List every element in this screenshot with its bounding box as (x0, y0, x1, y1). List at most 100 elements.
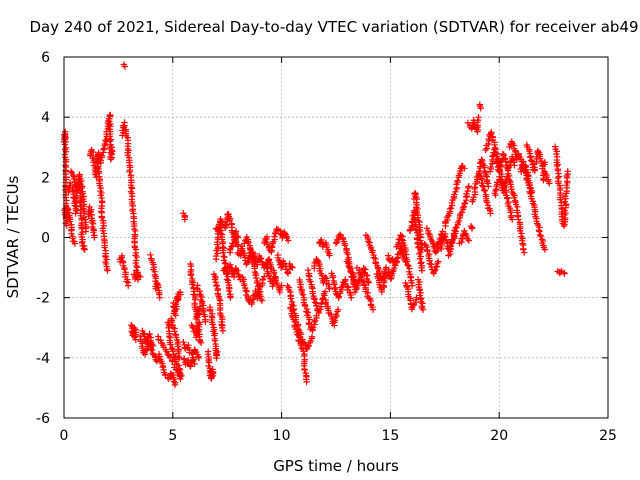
data-point (335, 293, 343, 300)
data-point (482, 146, 489, 154)
data-point (178, 372, 185, 380)
data-point (510, 194, 518, 202)
data-point (479, 182, 486, 189)
y-tick-label: -4 (36, 351, 50, 367)
data-point (404, 261, 411, 269)
data-point (448, 240, 455, 247)
data-point (108, 144, 116, 151)
data-point (452, 188, 459, 195)
data-point (292, 325, 300, 333)
data-point (346, 264, 353, 271)
data-point (91, 234, 98, 241)
data-point (426, 260, 434, 267)
data-point (257, 255, 264, 263)
data-point (170, 378, 178, 385)
data-point (301, 366, 308, 374)
y-tick-label: 2 (41, 170, 50, 186)
x-tick-label: 5 (168, 428, 177, 444)
x-tick-label: 0 (60, 428, 69, 444)
data-point (435, 258, 442, 265)
data-point (415, 226, 423, 233)
data-point (101, 244, 108, 251)
data-point (561, 270, 568, 277)
data-point (74, 181, 81, 189)
data-point (197, 296, 205, 304)
data-point (76, 172, 83, 180)
data-point (250, 253, 258, 261)
data-point (329, 274, 337, 281)
data-point (265, 272, 273, 279)
data-point (393, 255, 401, 262)
data-point (536, 228, 543, 235)
data-point (217, 218, 225, 225)
data-point (204, 351, 212, 358)
data-point (191, 360, 198, 368)
data-point (496, 173, 503, 181)
data-point (176, 354, 183, 362)
data-point (307, 278, 314, 285)
data-point (263, 235, 270, 243)
data-point (213, 282, 220, 290)
data-point (303, 308, 310, 315)
plot-frame (63, 56, 609, 419)
data-point (546, 180, 553, 187)
x-tick-label: 15 (381, 428, 399, 444)
data-point (189, 323, 196, 331)
data-point (446, 205, 454, 213)
data-point (432, 248, 440, 256)
data-point (487, 210, 494, 217)
data-point (352, 286, 360, 293)
data-point (214, 238, 221, 246)
data-point (202, 318, 209, 325)
data-point (321, 274, 329, 281)
data-point (411, 189, 419, 197)
data-point (418, 267, 426, 274)
data-point (448, 199, 455, 207)
data-point (362, 266, 369, 273)
data-point (364, 289, 372, 297)
data-point (403, 282, 410, 289)
data-point (297, 341, 304, 349)
data-point (168, 344, 176, 352)
data-point (274, 281, 281, 289)
data-point (310, 295, 317, 302)
data-point (369, 306, 377, 313)
data-point (234, 267, 241, 275)
data-point (222, 221, 230, 228)
data-point (104, 267, 111, 274)
data-point (526, 154, 534, 161)
data-point (416, 255, 424, 262)
data-point (338, 284, 345, 291)
data-point (527, 190, 534, 197)
data-point (209, 321, 216, 328)
data-point (398, 236, 406, 243)
axis-ticks: 0 5 10 15 20 25 -6 -4 -2 0 2 4 6 (36, 50, 617, 444)
data-point (98, 152, 106, 159)
data-point (410, 215, 417, 223)
data-point (219, 316, 226, 323)
data-point (502, 158, 510, 165)
data-point (459, 204, 467, 212)
data-point (520, 158, 527, 165)
data-point (277, 264, 285, 271)
data-point (142, 347, 150, 354)
data-point (98, 214, 106, 221)
data-point (452, 224, 459, 232)
data-point (174, 296, 181, 304)
data-point (336, 231, 344, 238)
data-point (229, 240, 236, 247)
data-point (97, 192, 105, 199)
data-point (273, 225, 280, 233)
data-point (425, 230, 432, 237)
data-point (433, 247, 441, 255)
data-point (156, 294, 163, 301)
data-point (70, 172, 77, 180)
data-point (356, 268, 364, 276)
data-point (308, 333, 316, 340)
data-point (209, 372, 217, 380)
data-point (100, 146, 107, 153)
data-point (67, 168, 75, 175)
data-point (171, 328, 178, 335)
data-point (288, 301, 296, 308)
data-point (417, 237, 424, 244)
